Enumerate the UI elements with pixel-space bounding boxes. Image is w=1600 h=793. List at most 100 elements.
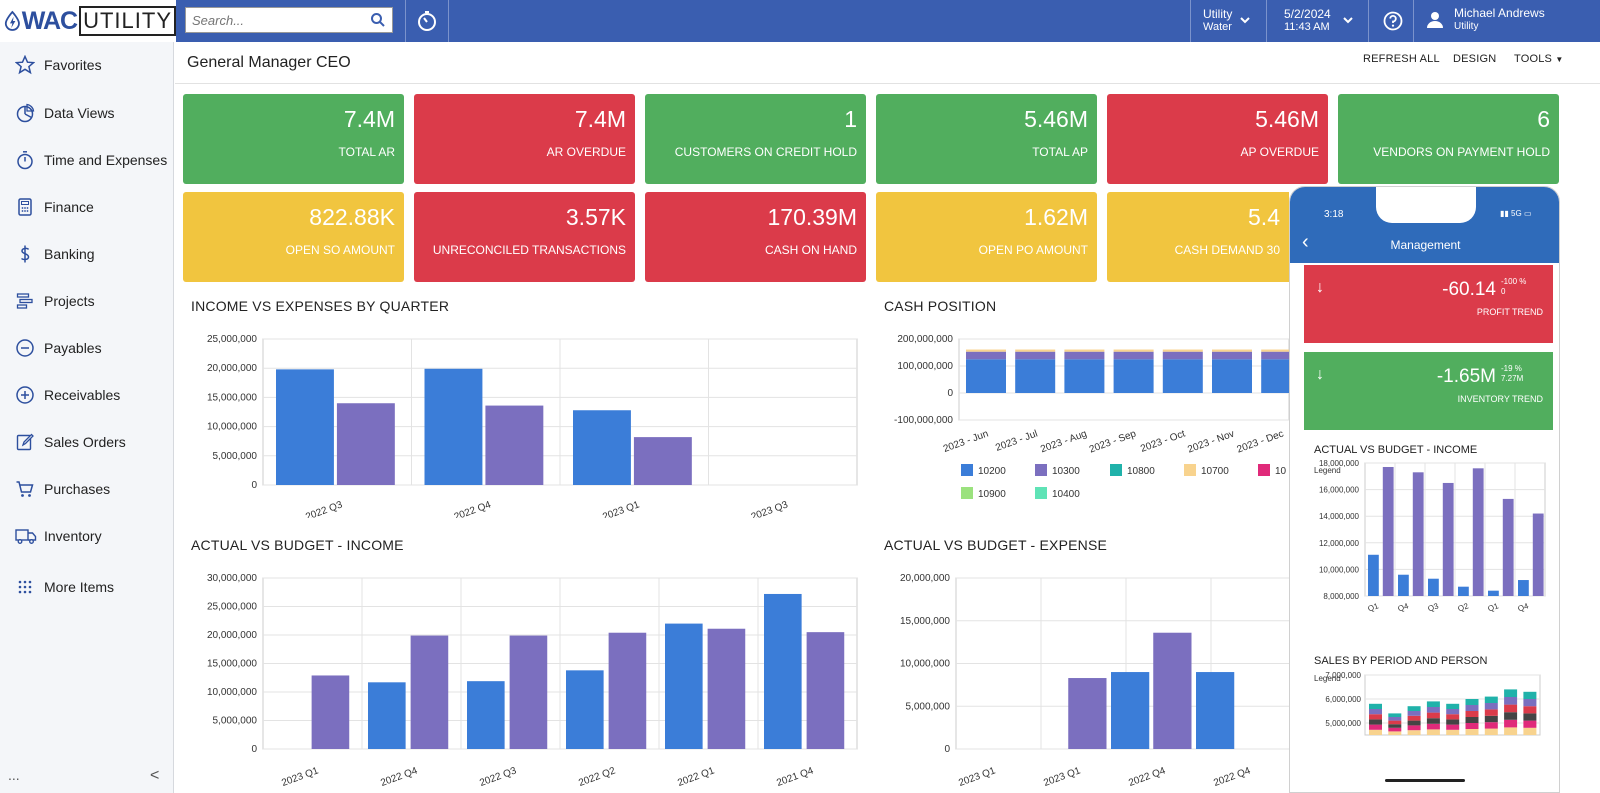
bar — [1382, 466, 1394, 596]
bar — [1446, 719, 1460, 725]
kpi-tile-cash-demand-30[interactable]: 5.4 CASH DEMAND 30 — [1107, 192, 1289, 282]
sidebar-item-data-views[interactable]: Data Views — [0, 93, 174, 133]
legend-swatch — [1035, 464, 1047, 476]
bar — [573, 410, 631, 485]
bar — [1196, 672, 1235, 749]
app-logo[interactable]: WAC UTILITY — [0, 0, 176, 42]
x-tick-label: 2023 Q1 — [957, 765, 997, 789]
legend-label: Legend — [1314, 466, 1341, 475]
design-button[interactable]: DESIGN — [1453, 53, 1497, 65]
sidebar-item-purchases[interactable]: Purchases — [0, 469, 174, 509]
kpi-value: 822.88K — [309, 204, 395, 230]
bar — [1523, 727, 1537, 735]
kpi-tile-ar-overdue[interactable]: 7.4M AR OVERDUE — [414, 94, 635, 184]
sidebar-item-payables[interactable]: Payables — [0, 328, 174, 368]
x-tick-label: Q4 — [1397, 601, 1411, 613]
mobile-card-pct: -19 % — [1501, 364, 1522, 373]
kpi-tile-ap-overdue[interactable]: 5.46M AP OVERDUE — [1107, 94, 1328, 184]
y-tick-label: 20,000,000 — [207, 630, 257, 641]
sidebar-item-label: Data Views — [44, 105, 115, 121]
kpi-tile-open-so-amount[interactable]: 822.88K OPEN SO AMOUNT — [183, 192, 404, 282]
bar — [1388, 724, 1402, 728]
x-tick-label: 2023 Q1 — [1042, 765, 1082, 789]
logo-drop-icon — [4, 10, 20, 31]
bar — [1426, 718, 1440, 724]
bar — [1212, 349, 1252, 352]
legend-swatch — [1258, 464, 1270, 476]
kpi-tile-customers-on-credit-hold[interactable]: 1 CUSTOMERS ON CREDIT HOLD — [645, 94, 866, 184]
mobile-card-profit-trend[interactable]: ↓ -60.14 -100 % 0 PROFIT TREND — [1304, 265, 1553, 343]
x-tick-label: 2023 Q3 — [750, 499, 790, 518]
signal-icon: ▮▮ — [1500, 209, 1509, 218]
sidebar-collapse-button[interactable]: < — [150, 767, 160, 784]
mobile-card-value: -1.65M — [1436, 366, 1496, 387]
bar — [1162, 351, 1203, 360]
kpi-tile-unreconciled-transactions[interactable]: 3.57K UNRECONCILED TRANSACTIONS — [414, 192, 635, 282]
kpi-tile-total-ap[interactable]: 5.46M TOTAL AP — [876, 94, 1097, 184]
kpi-tile-total-ar[interactable]: 7.4M TOTAL AR — [183, 94, 404, 184]
sidebar-item-sales-orders[interactable]: Sales Orders — [0, 422, 174, 462]
kpi-tile-cash-on-hand[interactable]: 170.39M CASH ON HAND — [645, 192, 866, 282]
bar — [1523, 699, 1537, 707]
bar — [1428, 578, 1439, 596]
page-title: General Manager CEO — [187, 54, 351, 71]
bar — [1458, 586, 1469, 596]
sidebar-item-projects[interactable]: Projects — [0, 281, 174, 321]
bar — [1465, 711, 1479, 717]
sidebar-item-banking[interactable]: Banking — [0, 234, 174, 274]
sidebar-item-time-and-expenses[interactable]: Time and Expenses — [0, 140, 174, 180]
chevron-down-icon[interactable] — [1239, 14, 1251, 26]
sidebar-item-favorites[interactable]: Favorites — [0, 45, 174, 85]
tools-menu-button[interactable]: TOOLS ▼ — [1514, 53, 1563, 65]
bar — [1426, 701, 1440, 707]
sidebar-more-dots[interactable]: ... — [8, 767, 20, 783]
sidebar-item-finance[interactable]: Finance — [0, 187, 174, 227]
bar — [966, 359, 1006, 393]
sidebar-item-more-items[interactable]: More Items — [0, 567, 174, 607]
chart-title-actual-vs-budget-income: ACTUAL VS BUDGET - INCOME — [191, 537, 404, 553]
bar — [1446, 714, 1460, 720]
company-selector[interactable]: Utility Water — [1203, 0, 1232, 42]
bar — [1162, 359, 1203, 393]
mobile-card-inventory-trend[interactable]: ↓ -1.65M -19 % 7.27M INVENTORY TREND — [1304, 352, 1553, 430]
kpi-tile-open-po-amount[interactable]: 1.62M OPEN PO AMOUNT — [876, 192, 1097, 282]
bar — [1407, 715, 1421, 721]
mobile-back-icon[interactable]: ‹ — [1302, 231, 1309, 253]
y-tick-label: 20,000,000 — [900, 573, 950, 584]
bar — [1484, 722, 1498, 729]
sidebar-item-receivables[interactable]: Receivables — [0, 375, 174, 415]
bar — [1388, 717, 1402, 721]
y-tick-label: 10,000,000 — [900, 659, 950, 670]
bar — [1388, 720, 1402, 725]
search-icon[interactable] — [370, 12, 386, 28]
x-tick-label: 2023 - Nov — [1186, 428, 1236, 455]
logo-text-wac: WAC — [21, 6, 78, 35]
x-tick-label: 2022 Q4 — [379, 765, 419, 789]
bar — [1388, 727, 1402, 732]
timer-icon[interactable] — [416, 10, 438, 32]
refresh-all-button[interactable]: REFRESH ALL — [1363, 53, 1440, 65]
bar — [1523, 691, 1537, 699]
search-input[interactable] — [186, 9, 366, 31]
current-time: 11:43 AM — [1284, 21, 1330, 33]
search-box — [185, 7, 393, 33]
x-tick-label: 2022 Q4 — [1127, 765, 1167, 789]
x-tick-label: 2022 Q4 — [453, 499, 493, 518]
date-selector[interactable]: 5/2/2024 11:43 AM — [1284, 0, 1331, 42]
mobile-network: 5G — [1511, 209, 1522, 218]
kpi-tile-vendors-on-payment-hold[interactable]: 6 VENDORS ON PAYMENT HOLD — [1338, 94, 1559, 184]
help-icon[interactable] — [1382, 10, 1404, 32]
bar — [1484, 715, 1498, 723]
plus-circle-icon — [16, 386, 34, 404]
kpi-value: 1.62M — [1024, 204, 1088, 230]
bar — [1412, 472, 1424, 596]
mobile-card-sub: 0 — [1501, 287, 1506, 296]
kpi-label: TOTAL AR — [338, 145, 395, 159]
mobile-actual-vs-budget-chart: 18,000,000 16,000,000 14,000,000 12,000,000… — [1314, 459, 1546, 614]
sidebar-item-inventory[interactable]: Inventory — [0, 516, 174, 556]
bar — [1015, 359, 1056, 393]
chevron-down-icon[interactable] — [1342, 14, 1354, 26]
kpi-value: 7.4M — [574, 106, 626, 132]
mobile-chart-title-actual-vs-budget: ACTUAL VS BUDGET - INCOME — [1314, 444, 1478, 456]
legend-label: 10400 — [1052, 489, 1080, 500]
